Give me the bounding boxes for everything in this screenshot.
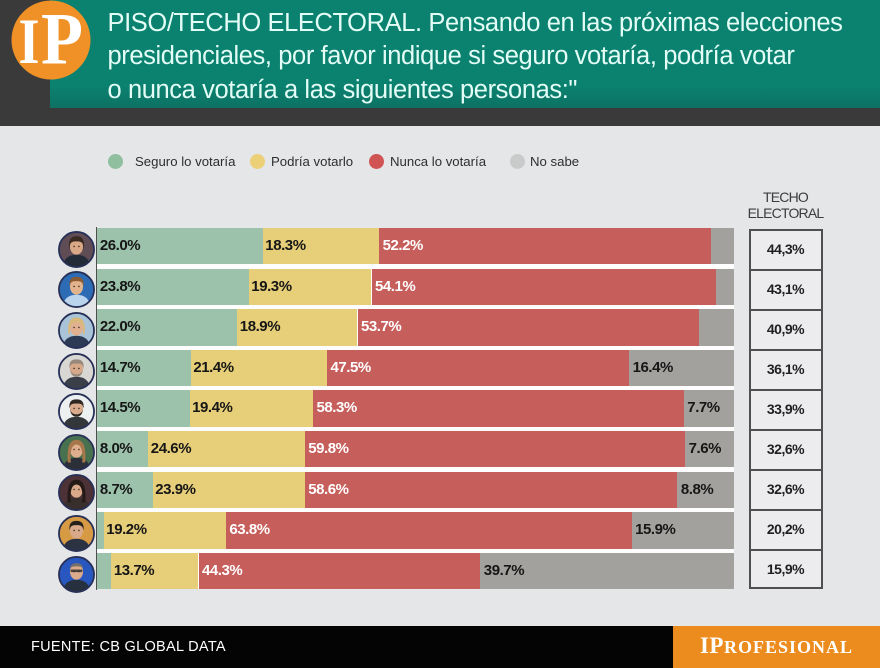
svg-text:I: I (19, 6, 40, 78)
svg-text:P: P (41, 0, 83, 79)
